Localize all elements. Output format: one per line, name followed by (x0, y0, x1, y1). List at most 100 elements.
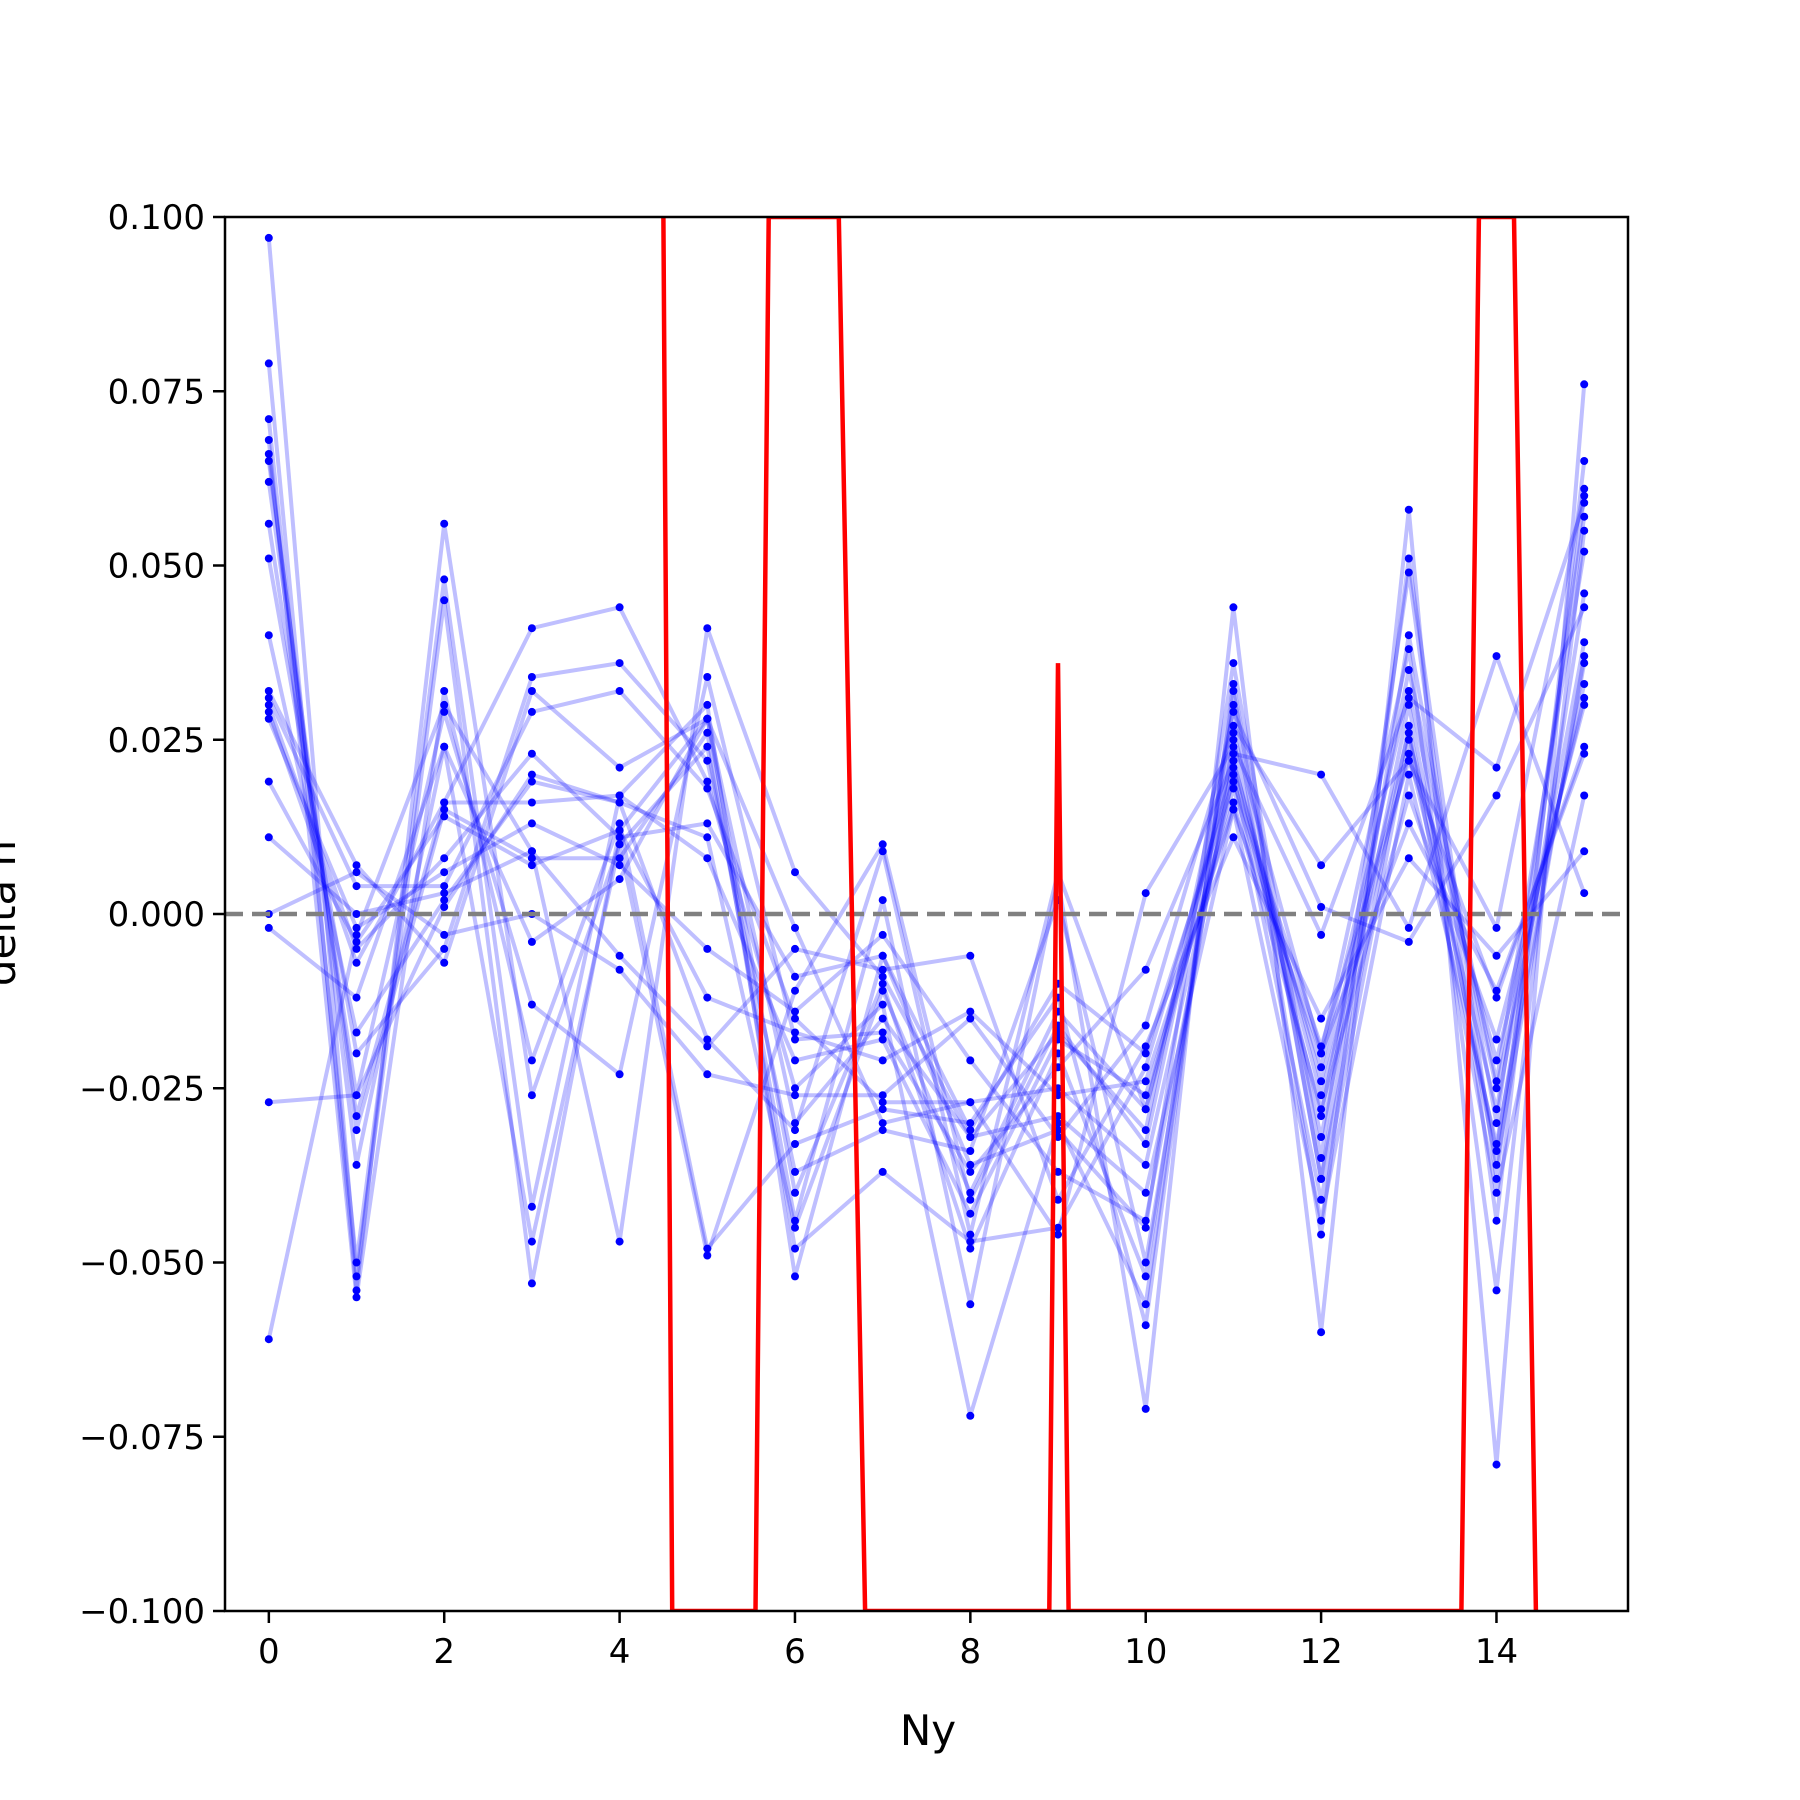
data-point (966, 1056, 975, 1065)
data-point (615, 791, 624, 800)
x-tick-label: 14 (1475, 1632, 1518, 1672)
data-point (1229, 770, 1238, 779)
series-line (268, 654, 1587, 1237)
data-point (703, 854, 712, 863)
data-point (1317, 1091, 1326, 1100)
data-point (1229, 721, 1238, 730)
data-point (703, 1070, 712, 1079)
data-point (703, 624, 712, 633)
data-point (527, 1202, 536, 1211)
data-point (264, 1098, 273, 1107)
data-point (264, 450, 273, 458)
data-point (878, 972, 887, 981)
y-tick-label: 0.075 (108, 372, 205, 412)
data-point (1580, 526, 1589, 535)
data-point (1580, 484, 1589, 493)
series-line (267, 835, 1586, 1202)
data-point (966, 1007, 975, 1016)
data-point (791, 1140, 799, 1148)
y-axis-label: delta n (0, 840, 25, 986)
data-point (703, 1251, 712, 1260)
data-point (527, 819, 536, 828)
data-point (703, 714, 712, 723)
data-point (1141, 1160, 1150, 1169)
data-point (440, 930, 449, 939)
series-line (266, 237, 1587, 1286)
data-point (1141, 1188, 1150, 1197)
data-point (1492, 1460, 1501, 1469)
data-point (1229, 728, 1238, 737)
data-point (791, 923, 799, 932)
data-point (878, 1000, 887, 1009)
data-point (703, 784, 712, 793)
data-point (1492, 1140, 1501, 1148)
data-point (1580, 889, 1589, 898)
series-line (267, 662, 1587, 1223)
data-point (1229, 680, 1238, 688)
data-point (615, 819, 624, 828)
data-point (264, 519, 273, 528)
data-point (1580, 749, 1589, 758)
data-point (1141, 1091, 1150, 1100)
data-point (527, 707, 536, 716)
data-point (615, 854, 624, 863)
data-point (264, 477, 273, 486)
data-point (352, 958, 361, 967)
data-point (1141, 1404, 1150, 1413)
data-point (703, 1244, 712, 1253)
data-point (878, 1126, 887, 1135)
data-point (878, 1035, 887, 1044)
data-point (966, 1133, 975, 1141)
data-point (1317, 1112, 1326, 1121)
data-point (791, 1119, 799, 1128)
series-line (266, 453, 1587, 1293)
data-point (878, 1167, 887, 1176)
data-point (1580, 457, 1589, 465)
data-point (1492, 1216, 1501, 1225)
data-point (440, 707, 449, 716)
data-point (791, 1272, 799, 1281)
data-point (791, 1056, 799, 1065)
data-point (791, 1167, 799, 1176)
data-point (1141, 1300, 1150, 1309)
data-point (527, 777, 536, 786)
data-point (966, 1411, 975, 1420)
series-line (266, 523, 1587, 1174)
data-point (264, 687, 273, 695)
data-point (352, 993, 361, 1002)
y-tick-label: −0.100 (79, 1592, 205, 1632)
data-point (1492, 791, 1501, 800)
series-line (266, 606, 1587, 1340)
data-point (352, 1126, 361, 1135)
data-point (352, 1049, 361, 1058)
data-point (1054, 1126, 1062, 1135)
series-lines (266, 237, 1587, 1467)
data-point (1404, 756, 1413, 765)
data-point (1404, 721, 1413, 730)
data-point (264, 707, 273, 716)
data-point (1580, 547, 1589, 556)
data-point (1404, 854, 1413, 863)
data-point (1141, 1223, 1150, 1232)
x-tick-label: 4 (609, 1632, 631, 1672)
data-point (1141, 889, 1150, 898)
data-point (1404, 693, 1413, 702)
data-point (1317, 1042, 1326, 1051)
data-point (440, 687, 449, 695)
data-point (1492, 1160, 1501, 1169)
data-point (1141, 1321, 1150, 1330)
data-point (615, 965, 624, 974)
data-point (1141, 1063, 1150, 1072)
data-point (1141, 1077, 1150, 1086)
data-point (1229, 798, 1238, 807)
data-point (440, 903, 449, 911)
data-point (1404, 770, 1413, 779)
data-point (527, 847, 536, 856)
data-point (878, 847, 887, 856)
data-point (264, 457, 273, 465)
data-point (440, 805, 449, 814)
data-point (791, 1007, 799, 1016)
data-point (1404, 923, 1413, 932)
data-point (352, 868, 361, 877)
